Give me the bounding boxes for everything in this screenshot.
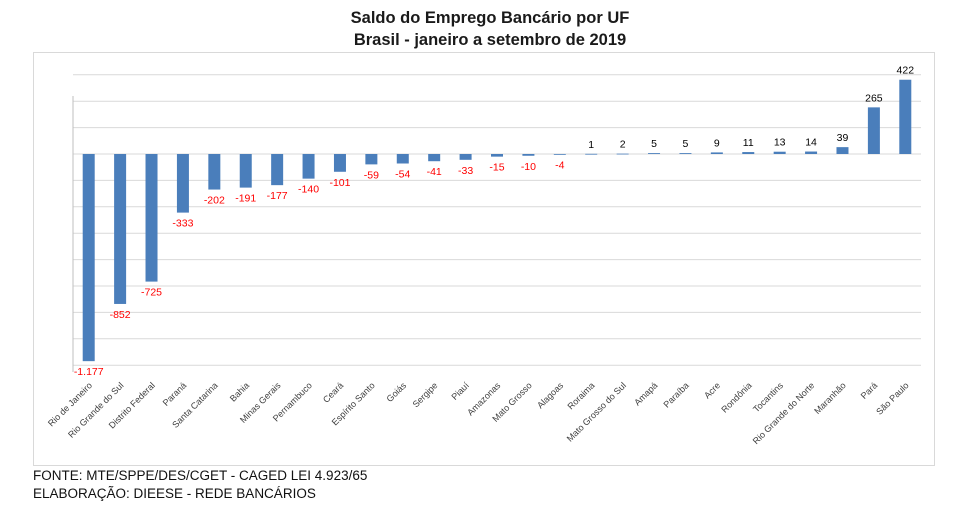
bar-22	[742, 152, 755, 154]
bar-14	[491, 154, 503, 157]
bar-26	[867, 107, 880, 154]
bar-21	[710, 152, 723, 154]
elaboration-note: ELABORAÇÃO: DIEESE - REDE BANCÁRIOS	[33, 486, 316, 501]
data-label-13: -33	[458, 165, 473, 177]
data-label-3: -725	[141, 287, 162, 299]
data-label-18: 2	[620, 139, 626, 151]
bar-11	[396, 154, 409, 164]
data-label-21: 9	[714, 137, 720, 149]
category-label-11: Goiás	[384, 380, 408, 404]
bar-23	[773, 151, 786, 154]
category-label-26: Pará	[859, 380, 880, 401]
data-label-17: 1	[588, 139, 594, 151]
category-label-16: Alagoas	[535, 380, 565, 410]
bar-6	[239, 154, 252, 188]
category-label-22: Rondônia	[719, 380, 753, 414]
category-label-4: Paraná	[161, 380, 189, 408]
category-label-6: Bahia	[228, 380, 251, 403]
category-label-9: Ceará	[321, 380, 345, 404]
data-label-10: -59	[364, 169, 379, 181]
data-label-8: -140	[298, 184, 319, 196]
data-label-4: -333	[172, 218, 193, 230]
bar-1	[82, 154, 95, 362]
data-label-11: -54	[395, 169, 410, 181]
bar-5	[208, 154, 221, 190]
category-label-25: Maranhão	[812, 380, 848, 416]
bar-24	[805, 151, 818, 154]
data-label-2: -852	[110, 309, 131, 321]
bar-19	[648, 153, 661, 154]
data-label-16: -4	[555, 160, 564, 172]
category-label-21: Acre	[702, 380, 722, 400]
category-label-13: Piauí	[449, 380, 471, 402]
data-label-12: -41	[427, 166, 442, 178]
data-label-9: -101	[329, 177, 350, 189]
category-label-20: Paraíba	[661, 380, 690, 409]
bar-13	[459, 154, 472, 160]
data-label-25: 39	[837, 132, 849, 144]
chart-frame	[33, 52, 935, 466]
data-label-19: 5	[651, 138, 657, 150]
data-label-6: -191	[235, 193, 256, 205]
data-label-22: 11	[743, 137, 754, 149]
category-label-17: Roraima	[566, 380, 597, 411]
data-label-23: 13	[774, 137, 786, 149]
bar-3	[145, 154, 158, 282]
category-label-18: Mato Grosso do Sul	[565, 380, 628, 443]
bar-16	[553, 154, 566, 155]
bar-8	[302, 154, 315, 179]
category-label-12: Sergipe	[411, 380, 440, 409]
bar-4	[176, 154, 189, 213]
data-label-24: 14	[805, 137, 817, 149]
data-label-26: 265	[865, 92, 883, 104]
category-label-2: Rio Grande do Sul	[66, 380, 125, 439]
chart-title: Saldo do Emprego Bancário por UF	[350, 9, 630, 27]
data-label-15: -10	[521, 161, 536, 173]
data-label-7: -177	[267, 190, 288, 202]
bar-10	[365, 154, 378, 165]
source-note: FONTE: MTE/SPPE/DES/CGET - CAGED LEI 4.9…	[33, 468, 368, 483]
bar-20	[679, 153, 692, 154]
bar-17	[585, 153, 598, 155]
data-label-5: -202	[204, 195, 225, 207]
bar-7	[271, 154, 284, 186]
bar-2	[114, 154, 127, 304]
data-label-20: 5	[683, 138, 689, 150]
chart-subtitle: Brasil - janeiro a setembro de 2019	[353, 31, 627, 49]
category-label-19: Amapá	[632, 380, 659, 407]
bar-15	[522, 154, 535, 156]
category-label-24: Rio Grande do Norte	[751, 380, 817, 446]
data-label-14: -15	[489, 162, 504, 174]
bar-18	[616, 153, 629, 155]
bar-9	[333, 154, 346, 172]
bar-27	[899, 79, 912, 154]
bar-12	[428, 154, 441, 162]
category-label-27: São Paulo	[874, 380, 910, 416]
data-label-1: -1.177	[74, 366, 104, 378]
bar-25	[836, 147, 849, 154]
data-label-27: 422	[897, 65, 915, 77]
